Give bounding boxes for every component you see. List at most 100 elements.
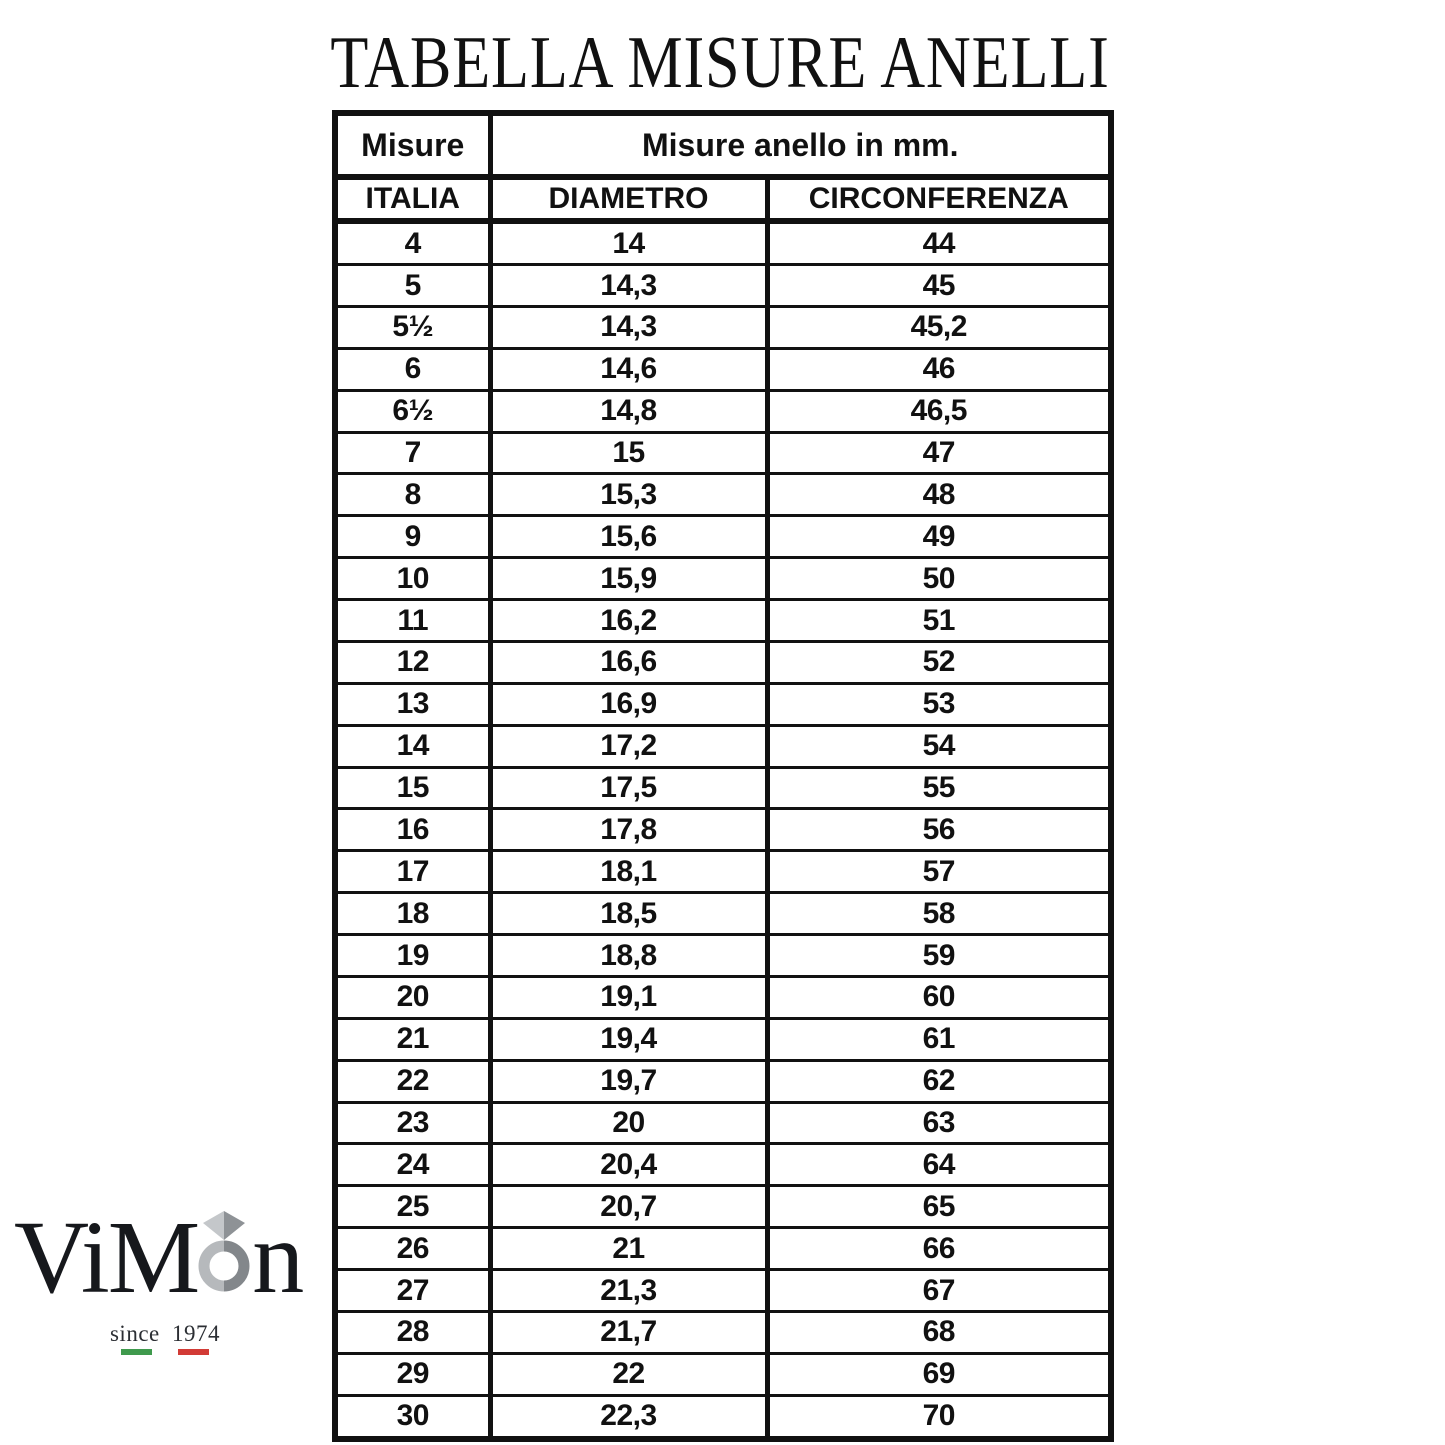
cell-diametro: 17,5 [487, 765, 770, 811]
cell-italia: 4 [332, 219, 493, 267]
cell-diametro: 14,3 [487, 263, 770, 308]
table-row: 15 17,5 55 [332, 765, 1114, 811]
flag-green-bar [121, 1349, 152, 1355]
cell-circonferenza: 64 [764, 1142, 1114, 1188]
cell-circonferenza: 53 [764, 681, 1114, 727]
cell-diametro: 15,9 [487, 556, 770, 602]
table-row: 12 16,6 52 [332, 639, 1114, 685]
table-row: 22 19,7 62 [332, 1058, 1114, 1104]
logo-tagline: since 1974 [109, 1321, 220, 1346]
cell-italia: 30 [332, 1393, 493, 1441]
cell-circonferenza: 46 [764, 346, 1114, 392]
cell-diametro: 19,4 [487, 1016, 770, 1062]
cell-circonferenza: 70 [764, 1393, 1114, 1441]
diamond-ring-icon [198, 1211, 250, 1292]
header-misure: Misure [332, 110, 493, 180]
table-body: 4 14 44 5 14,3 45 5½ 14,3 45,2 6 14,6 46 6½ 14,8 46,5 7… [332, 219, 1114, 1441]
table-row: 5½ 14,3 45,2 [332, 304, 1114, 350]
cell-diametro: 17,2 [487, 723, 770, 769]
table-row: 27 21,3 67 [332, 1268, 1114, 1313]
table-row: 7 15 47 [332, 430, 1114, 476]
cell-diametro: 18,5 [487, 891, 770, 937]
cell-circonferenza: 66 [764, 1226, 1114, 1272]
cell-italia: 6 [332, 346, 493, 392]
cell-circonferenza: 60 [764, 974, 1114, 1020]
cell-circonferenza: 49 [764, 514, 1114, 560]
cell-italia: 7 [332, 430, 493, 476]
table-row: 30 22,3 70 [332, 1393, 1114, 1441]
cell-italia: 11 [332, 598, 493, 643]
table-row: 18 18,5 58 [332, 891, 1114, 937]
table-row: 8 15,3 48 [332, 472, 1114, 518]
table-row: 9 15,6 49 [332, 514, 1114, 560]
italian-flag-icon [121, 1349, 209, 1355]
cell-italia: 16 [332, 807, 493, 853]
cell-italia: 24 [332, 1142, 493, 1188]
cell-diametro: 20,7 [487, 1184, 770, 1230]
cell-diametro: 21,7 [487, 1309, 770, 1355]
cell-italia: 9 [332, 514, 493, 560]
cell-circonferenza: 61 [764, 1016, 1114, 1062]
cell-diametro: 22,3 [487, 1393, 770, 1441]
cell-italia: 14 [332, 723, 493, 769]
cell-diametro: 21 [487, 1226, 770, 1272]
cell-circonferenza: 47 [764, 430, 1114, 476]
cell-italia: 13 [332, 681, 493, 727]
brand-logo-wordmark: ViM n [14, 1206, 316, 1310]
cell-italia: 12 [332, 639, 493, 685]
cell-diametro: 14,8 [487, 388, 770, 434]
cell-italia: 15 [332, 765, 493, 811]
table-row: 28 21,7 68 [332, 1309, 1114, 1355]
table-row: 29 22 69 [332, 1351, 1114, 1397]
table-row: 26 21 66 [332, 1226, 1114, 1272]
cell-diametro: 18,1 [487, 849, 770, 895]
table-row: 23 20 63 [332, 1100, 1114, 1146]
cell-diametro: 16,6 [487, 639, 770, 685]
cell-italia: 23 [332, 1100, 493, 1146]
cell-circonferenza: 45,2 [764, 304, 1114, 350]
cell-circonferenza: 59 [764, 933, 1114, 978]
cell-italia: 21 [332, 1016, 493, 1062]
ring-size-table: Misure Misure anello in mm. ITALIA DIAME… [332, 110, 1115, 1442]
cell-circonferenza: 54 [764, 723, 1114, 769]
header-italia: ITALIA [332, 175, 493, 224]
cell-diametro: 21,3 [487, 1268, 770, 1313]
cell-circonferenza: 57 [764, 849, 1114, 895]
table-row: 24 20,4 64 [332, 1142, 1114, 1188]
cell-italia: 20 [332, 974, 493, 1020]
cell-italia: 26 [332, 1226, 493, 1272]
cell-circonferenza: 58 [764, 891, 1114, 937]
table-header-group-row: Misure Misure anello in mm. [332, 110, 1114, 180]
header-diametro: DIAMETRO [487, 175, 770, 224]
cell-diametro: 19,1 [487, 974, 770, 1020]
logo-text-left: ViM [14, 1200, 200, 1315]
cell-diametro: 22 [487, 1351, 770, 1397]
header-circonferenza: CIRCONFERENZA [764, 175, 1114, 224]
cell-circonferenza: 56 [764, 807, 1114, 853]
table-row: 14 17,2 54 [332, 723, 1114, 769]
cell-diametro: 20,4 [487, 1142, 770, 1188]
brand-logo: ViM n since 1974 [14, 1206, 316, 1355]
cell-circonferenza: 55 [764, 765, 1114, 811]
cell-diametro: 16,2 [487, 598, 770, 643]
cell-diametro: 19,7 [487, 1058, 770, 1104]
cell-circonferenza: 63 [764, 1100, 1114, 1146]
table-row: 4 14 44 [332, 219, 1114, 267]
header-misure-anello-mm: Misure anello in mm. [487, 110, 1114, 180]
cell-italia: 19 [332, 933, 493, 978]
table-row: 21 19,4 61 [332, 1016, 1114, 1062]
cell-circonferenza: 67 [764, 1268, 1114, 1313]
cell-diametro: 15,6 [487, 514, 770, 560]
cell-circonferenza: 46,5 [764, 388, 1114, 434]
table-row: 11 16,2 51 [332, 598, 1114, 643]
cell-italia: 18 [332, 891, 493, 937]
table-row: 5 14,3 45 [332, 263, 1114, 308]
table-row: 25 20,7 65 [332, 1184, 1114, 1230]
cell-diametro: 14,6 [487, 346, 770, 392]
cell-circonferenza: 69 [764, 1351, 1114, 1397]
cell-circonferenza: 62 [764, 1058, 1114, 1104]
cell-circonferenza: 68 [764, 1309, 1114, 1355]
cell-italia: 5½ [332, 304, 493, 350]
cell-diametro: 14,3 [487, 304, 770, 350]
cell-italia: 28 [332, 1309, 493, 1355]
